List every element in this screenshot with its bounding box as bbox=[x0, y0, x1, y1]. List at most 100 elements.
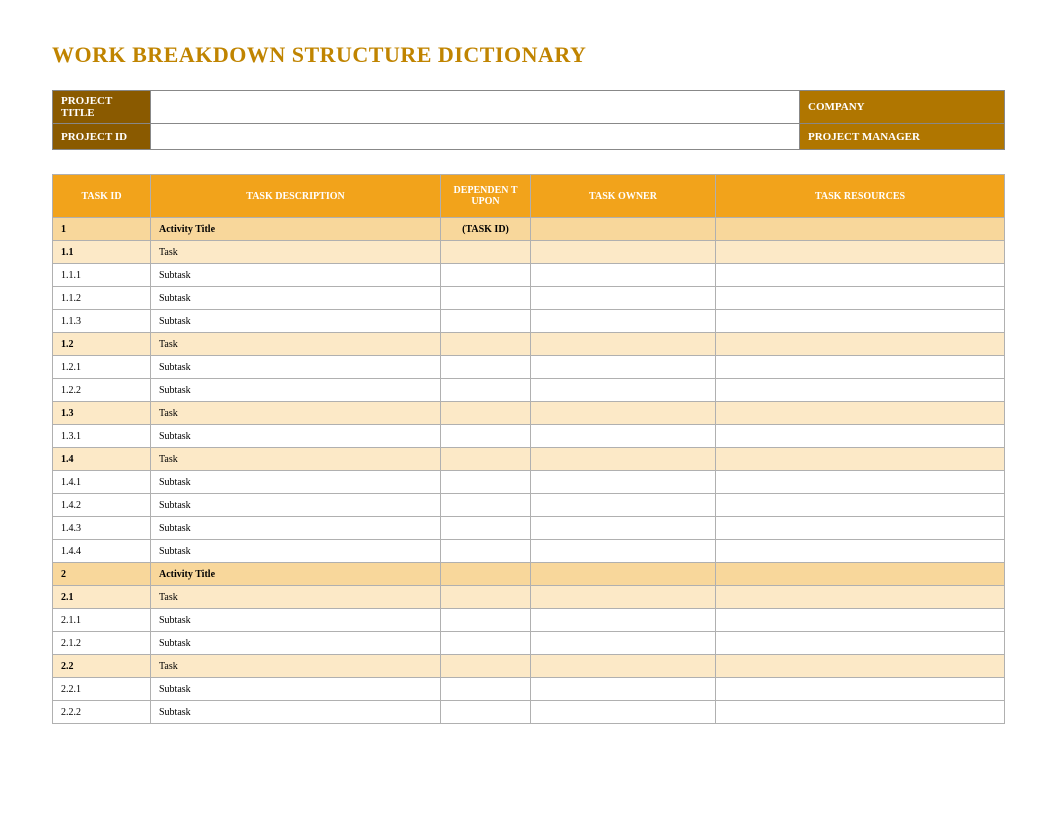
cell-dependent-upon[interactable] bbox=[441, 448, 531, 471]
cell-dependent-upon[interactable] bbox=[441, 517, 531, 540]
cell-task-id[interactable]: 2.1.2 bbox=[53, 632, 151, 655]
cell-task-owner[interactable] bbox=[531, 471, 716, 494]
cell-task-id[interactable]: 1.1.3 bbox=[53, 310, 151, 333]
cell-task-owner[interactable] bbox=[531, 678, 716, 701]
cell-task-description[interactable]: Task bbox=[151, 333, 441, 356]
cell-task-resources[interactable] bbox=[716, 678, 1005, 701]
cell-dependent-upon[interactable] bbox=[441, 264, 531, 287]
cell-task-resources[interactable] bbox=[716, 655, 1005, 678]
cell-task-owner[interactable] bbox=[531, 448, 716, 471]
cell-task-id[interactable]: 1.4.3 bbox=[53, 517, 151, 540]
cell-task-description[interactable]: Subtask bbox=[151, 494, 441, 517]
cell-task-owner[interactable] bbox=[531, 609, 716, 632]
cell-task-owner[interactable] bbox=[531, 241, 716, 264]
cell-task-id[interactable]: 1.1 bbox=[53, 241, 151, 264]
cell-task-description[interactable]: Task bbox=[151, 402, 441, 425]
cell-dependent-upon[interactable] bbox=[441, 701, 531, 724]
cell-task-owner[interactable] bbox=[531, 632, 716, 655]
cell-task-id[interactable]: 1.2.1 bbox=[53, 356, 151, 379]
cell-task-description[interactable]: Subtask bbox=[151, 264, 441, 287]
cell-task-id[interactable]: 1.1.2 bbox=[53, 287, 151, 310]
cell-task-description[interactable]: Subtask bbox=[151, 379, 441, 402]
project-id-value[interactable] bbox=[151, 124, 800, 150]
cell-task-owner[interactable] bbox=[531, 356, 716, 379]
cell-task-id[interactable]: 2.2.1 bbox=[53, 678, 151, 701]
cell-task-owner[interactable] bbox=[531, 379, 716, 402]
cell-task-resources[interactable] bbox=[716, 333, 1005, 356]
cell-task-id[interactable]: 1.3 bbox=[53, 402, 151, 425]
cell-task-description[interactable]: Subtask bbox=[151, 287, 441, 310]
cell-task-owner[interactable] bbox=[531, 333, 716, 356]
cell-task-resources[interactable] bbox=[716, 356, 1005, 379]
cell-task-owner[interactable] bbox=[531, 218, 716, 241]
cell-task-owner[interactable] bbox=[531, 494, 716, 517]
cell-task-id[interactable]: 1 bbox=[53, 218, 151, 241]
cell-task-resources[interactable] bbox=[716, 632, 1005, 655]
cell-task-description[interactable]: Subtask bbox=[151, 540, 441, 563]
cell-task-resources[interactable] bbox=[716, 471, 1005, 494]
cell-task-id[interactable]: 1.4.4 bbox=[53, 540, 151, 563]
cell-task-id[interactable]: 2.1 bbox=[53, 586, 151, 609]
cell-task-resources[interactable] bbox=[716, 287, 1005, 310]
cell-task-description[interactable]: Subtask bbox=[151, 678, 441, 701]
cell-task-id[interactable]: 1.2.2 bbox=[53, 379, 151, 402]
cell-task-owner[interactable] bbox=[531, 586, 716, 609]
cell-task-owner[interactable] bbox=[531, 402, 716, 425]
cell-task-resources[interactable] bbox=[716, 563, 1005, 586]
cell-task-resources[interactable] bbox=[716, 540, 1005, 563]
cell-task-description[interactable]: Activity Title bbox=[151, 563, 441, 586]
cell-dependent-upon[interactable] bbox=[441, 609, 531, 632]
cell-task-resources[interactable] bbox=[716, 264, 1005, 287]
cell-task-resources[interactable] bbox=[716, 494, 1005, 517]
cell-task-owner[interactable] bbox=[531, 287, 716, 310]
cell-task-owner[interactable] bbox=[531, 540, 716, 563]
cell-dependent-upon[interactable] bbox=[441, 632, 531, 655]
cell-task-description[interactable]: Task bbox=[151, 241, 441, 264]
cell-task-id[interactable]: 1.3.1 bbox=[53, 425, 151, 448]
cell-task-id[interactable]: 2.2.2 bbox=[53, 701, 151, 724]
cell-task-description[interactable]: Subtask bbox=[151, 310, 441, 333]
cell-dependent-upon[interactable] bbox=[441, 563, 531, 586]
cell-task-owner[interactable] bbox=[531, 264, 716, 287]
cell-dependent-upon[interactable] bbox=[441, 287, 531, 310]
cell-task-id[interactable]: 1.4.2 bbox=[53, 494, 151, 517]
cell-task-id[interactable]: 2 bbox=[53, 563, 151, 586]
cell-task-resources[interactable] bbox=[716, 379, 1005, 402]
cell-task-description[interactable]: Subtask bbox=[151, 701, 441, 724]
cell-task-owner[interactable] bbox=[531, 563, 716, 586]
cell-task-description[interactable]: Subtask bbox=[151, 471, 441, 494]
cell-task-owner[interactable] bbox=[531, 655, 716, 678]
cell-dependent-upon[interactable] bbox=[441, 356, 531, 379]
cell-task-description[interactable]: Subtask bbox=[151, 425, 441, 448]
cell-dependent-upon[interactable] bbox=[441, 310, 531, 333]
cell-task-description[interactable]: Task bbox=[151, 586, 441, 609]
cell-dependent-upon[interactable] bbox=[441, 655, 531, 678]
cell-task-resources[interactable] bbox=[716, 609, 1005, 632]
cell-task-description[interactable]: Task bbox=[151, 655, 441, 678]
cell-task-description[interactable]: Activity Title bbox=[151, 218, 441, 241]
cell-dependent-upon[interactable]: (TASK ID) bbox=[441, 218, 531, 241]
cell-task-resources[interactable] bbox=[716, 517, 1005, 540]
cell-dependent-upon[interactable] bbox=[441, 494, 531, 517]
cell-task-description[interactable]: Subtask bbox=[151, 632, 441, 655]
cell-task-resources[interactable] bbox=[716, 448, 1005, 471]
cell-task-resources[interactable] bbox=[716, 402, 1005, 425]
cell-task-description[interactable]: Subtask bbox=[151, 517, 441, 540]
cell-task-resources[interactable] bbox=[716, 218, 1005, 241]
cell-task-id[interactable]: 1.4.1 bbox=[53, 471, 151, 494]
cell-task-owner[interactable] bbox=[531, 310, 716, 333]
cell-dependent-upon[interactable] bbox=[441, 471, 531, 494]
project-title-value[interactable] bbox=[151, 91, 800, 124]
cell-task-description[interactable]: Subtask bbox=[151, 609, 441, 632]
cell-task-id[interactable]: 1.2 bbox=[53, 333, 151, 356]
cell-dependent-upon[interactable] bbox=[441, 241, 531, 264]
cell-task-resources[interactable] bbox=[716, 586, 1005, 609]
cell-task-id[interactable]: 2.2 bbox=[53, 655, 151, 678]
cell-dependent-upon[interactable] bbox=[441, 540, 531, 563]
cell-dependent-upon[interactable] bbox=[441, 379, 531, 402]
cell-task-description[interactable]: Task bbox=[151, 448, 441, 471]
cell-dependent-upon[interactable] bbox=[441, 425, 531, 448]
cell-task-resources[interactable] bbox=[716, 425, 1005, 448]
cell-task-resources[interactable] bbox=[716, 310, 1005, 333]
cell-dependent-upon[interactable] bbox=[441, 402, 531, 425]
